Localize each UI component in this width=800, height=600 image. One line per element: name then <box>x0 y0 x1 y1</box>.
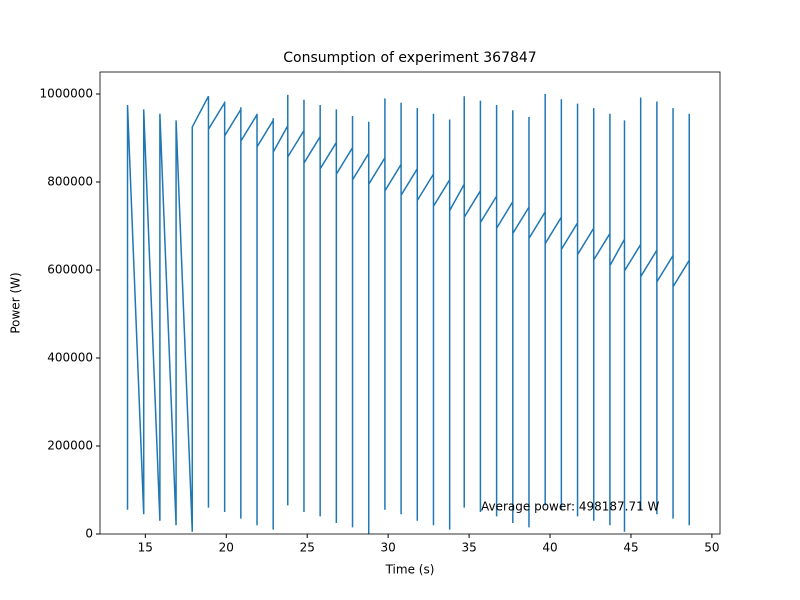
x-tick-label: 50 <box>704 541 719 555</box>
y-tick-label: 400000 <box>47 351 93 365</box>
chart-title: Consumption of experiment 367847 <box>283 50 536 66</box>
x-tick-label: 20 <box>219 541 234 555</box>
plot-frame <box>99 71 721 535</box>
x-tick-label: 15 <box>138 541 153 555</box>
annotation: Average power: 498187.71 W <box>481 500 660 514</box>
y-tick-label: 800000 <box>47 175 93 189</box>
x-axis-label: Time (s) <box>385 563 435 577</box>
x-tick-label: 25 <box>300 541 315 555</box>
x-tick-label: 30 <box>381 541 396 555</box>
y-tick-label: 600000 <box>47 263 93 277</box>
y-tick-label: 0 <box>85 527 93 541</box>
x-tick-label: 35 <box>461 541 476 555</box>
data-line <box>126 94 690 534</box>
x-tick-label: 45 <box>623 541 638 555</box>
y-axis-label: Power (W) <box>9 272 23 333</box>
x-tick-label: 40 <box>542 541 557 555</box>
y-tick-label: 1000000 <box>40 87 93 101</box>
y-tick-label: 200000 <box>47 439 93 453</box>
